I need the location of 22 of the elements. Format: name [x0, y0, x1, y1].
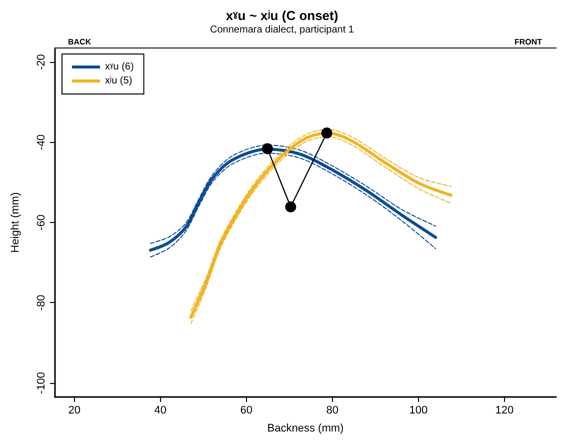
- chart-title: xˠu ~ xʲu (C onset): [226, 8, 338, 23]
- y-tick-label: -40: [36, 134, 48, 150]
- x-tick-label: 80: [326, 404, 339, 416]
- y-tick-label: -80: [36, 294, 48, 311]
- point: [285, 201, 296, 212]
- legend-label: xˠu (6): [105, 62, 134, 72]
- x-tick-label: 120: [495, 404, 514, 416]
- text: FRONT: [514, 38, 542, 46]
- y-tick-label: -20: [36, 54, 48, 70]
- y-axis-title: Height (mm): [10, 192, 22, 253]
- y-tick-label: -60: [36, 214, 48, 230]
- x-tick-label: 100: [409, 404, 428, 416]
- x-axis-title: Backness (mm): [267, 422, 344, 434]
- x-tick-label: 60: [240, 404, 252, 416]
- legend-label: xʲu (5): [105, 76, 132, 86]
- chart-subtitle: Connemara dialect, participant 1: [210, 24, 354, 36]
- point: [321, 128, 332, 139]
- x-tick-label: 40: [154, 404, 166, 416]
- text: BACK: [68, 38, 92, 46]
- point: [262, 143, 273, 154]
- y-tick-label: -100: [36, 372, 48, 394]
- x-tick-label: 20: [68, 404, 80, 416]
